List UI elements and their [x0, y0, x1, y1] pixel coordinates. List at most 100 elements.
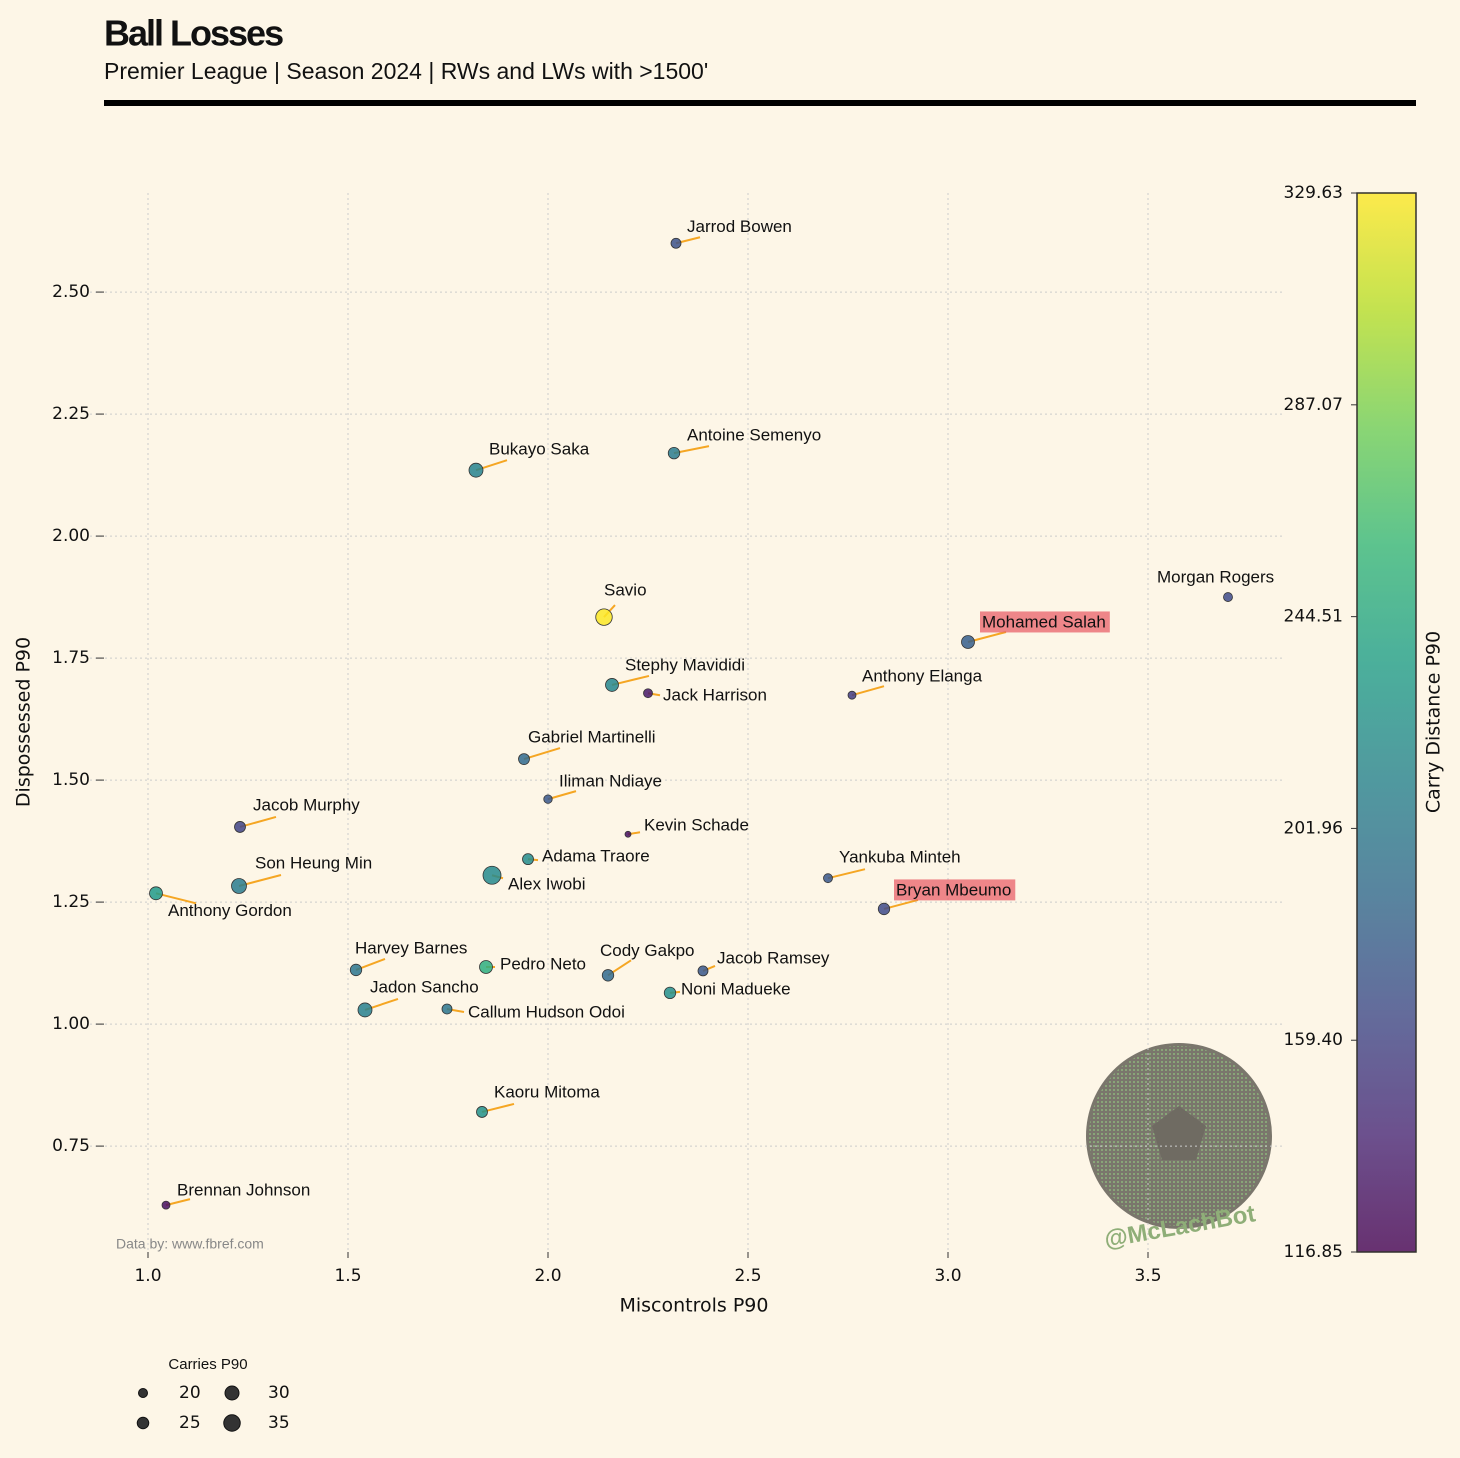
point-label-group: Iliman Ndiaye — [559, 772, 662, 791]
point-label-group: Alex Iwobi — [508, 875, 585, 894]
y-tick-label: 2.25 — [52, 404, 90, 424]
legend-label: 25 — [179, 1413, 201, 1433]
legend-title: Carries P90 — [168, 1356, 247, 1373]
legend-label: 30 — [268, 1383, 290, 1403]
point-label: Yankuba Minteh — [839, 848, 961, 867]
point-label: Noni Madueke — [681, 979, 791, 998]
leader-line — [523, 747, 561, 761]
point-label: Brennan Johnson — [177, 1181, 310, 1200]
point — [663, 986, 677, 1000]
point-label-group: Jack Harrison — [663, 686, 767, 705]
point-label-group: Anthony Elanga — [862, 667, 983, 686]
leader-line — [851, 685, 885, 697]
point — [441, 1003, 453, 1015]
point — [468, 462, 484, 478]
point-label: Anthony Elanga — [862, 667, 983, 686]
x-tick-label: 1.5 — [334, 1266, 361, 1286]
title-rule — [104, 100, 1416, 106]
point-label-group: Adama Traore — [542, 847, 650, 866]
point-label-group: Savio — [604, 581, 647, 600]
point-label-group: Brennan Johnson — [177, 1181, 310, 1200]
leader-line — [827, 868, 866, 880]
point — [543, 794, 553, 804]
point — [518, 753, 530, 766]
point-label-group: Harvey Barnes — [355, 938, 467, 957]
point — [697, 965, 709, 977]
point-label-group: Antoine Semenyo — [687, 426, 821, 445]
y-tick-label: 1.25 — [52, 892, 90, 912]
point-label-group: Anthony Gordon — [168, 901, 292, 920]
point-label: Jarrod Bowen — [687, 217, 792, 236]
point-label-group: Jarrod Bowen — [687, 217, 792, 236]
point-label-group: Bryan Mbeumo — [894, 879, 1016, 901]
x-tick-label: 1.0 — [134, 1266, 161, 1286]
point — [605, 678, 619, 692]
colorbar-tick-label: 201.96 — [1284, 818, 1343, 838]
x-tick-label: 2.0 — [534, 1266, 561, 1286]
point — [670, 237, 682, 249]
point-label-group: Bukayo Saka — [489, 440, 590, 459]
colorbar-tick-label: 244.51 — [1284, 607, 1343, 627]
point-label: Kevin Schade — [644, 816, 749, 835]
point — [482, 865, 502, 885]
logo: @McLachBot — [1086, 1043, 1272, 1253]
highlight-box — [894, 879, 1016, 901]
point — [624, 830, 632, 838]
point — [522, 853, 534, 866]
point-label: Jadon Sancho — [370, 977, 479, 996]
point-label-group: Noni Madueke — [681, 979, 791, 998]
point — [234, 821, 246, 833]
point-label: Bryan Mbeumo — [896, 880, 1011, 899]
point-label: Callum Hudson Odoi — [468, 1002, 625, 1021]
point-label: Anthony Gordon — [168, 901, 292, 920]
point-label-group: Gabriel Martinelli — [528, 728, 656, 747]
point-label-group: Morgan Rogers — [1157, 568, 1274, 587]
leader-line — [547, 790, 577, 801]
chart-title: Ball Losses — [104, 13, 283, 54]
point-label: Jacob Murphy — [253, 795, 360, 814]
legend-marker — [136, 1416, 150, 1430]
colorbar-label: Carry Distance P90 — [1423, 631, 1445, 813]
point-label: Son Heung Min — [255, 853, 372, 872]
y-axis-label: Dispossessed P90 — [13, 637, 35, 807]
point-label: Jack Harrison — [663, 686, 767, 705]
colorbar-tick-label: 287.07 — [1284, 395, 1343, 415]
point-label: Morgan Rogers — [1157, 568, 1274, 587]
point-label-group: Son Heung Min — [255, 853, 372, 872]
point — [643, 688, 653, 699]
point-label-group: Yankuba Minteh — [839, 848, 961, 867]
y-tick-label: 2.50 — [52, 282, 90, 302]
y-tick-label: 1.75 — [52, 648, 90, 668]
point — [601, 969, 615, 982]
y-tick-label: 1.50 — [52, 770, 90, 790]
point — [667, 446, 681, 460]
point-label: Gabriel Martinelli — [528, 728, 656, 747]
point — [479, 960, 493, 974]
point — [961, 635, 975, 649]
point-label: Cody Gakpo — [600, 941, 695, 960]
colorbar-tick-label: 159.40 — [1284, 1030, 1343, 1050]
point-label: Pedro Neto — [500, 954, 586, 973]
point-label-group: Cody Gakpo — [600, 941, 695, 960]
point — [149, 886, 163, 901]
x-tick-label: 2.5 — [734, 1266, 761, 1286]
x-tick-label: 3.0 — [934, 1266, 961, 1286]
highlight-box — [980, 611, 1110, 633]
point-label: Stephy Mavididi — [625, 655, 745, 674]
point — [349, 963, 363, 977]
point-label-group: Jacob Ramsey — [717, 948, 830, 967]
legend-marker — [138, 1388, 148, 1398]
point-label: Alex Iwobi — [508, 875, 585, 894]
point-label: Mohamed Salah — [982, 612, 1106, 631]
point-label: Bukayo Saka — [489, 440, 590, 459]
point-label-group: Stephy Mavididi — [625, 655, 745, 674]
legend-marker — [224, 1385, 240, 1401]
point — [357, 1002, 373, 1018]
point — [476, 1106, 488, 1118]
point-label-group: Jadon Sancho — [370, 977, 479, 996]
colorbar-tick-label: 116.85 — [1284, 1242, 1343, 1262]
chart-subtitle: Premier League | Season 2024 | RWs and L… — [104, 58, 708, 84]
colorbar — [1356, 192, 1417, 1253]
y-tick-label: 2.00 — [52, 526, 90, 546]
